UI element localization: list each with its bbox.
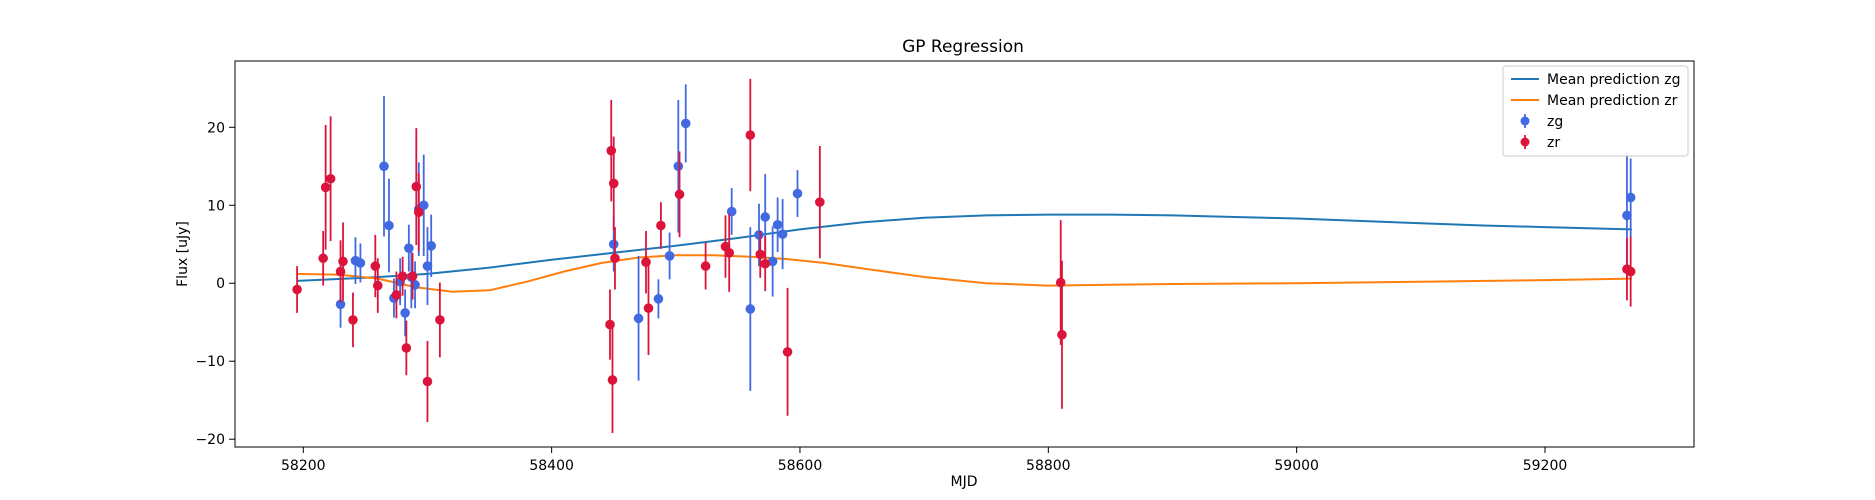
x-tick-label: 59000	[1274, 458, 1319, 474]
x-axis-label: MJD	[951, 474, 978, 490]
y-axis: −20 −10 0 10 20	[195, 120, 235, 448]
y-tick-label: −10	[195, 354, 225, 370]
data-point	[656, 220, 666, 231]
data-point	[724, 248, 734, 258]
legend-box	[1502, 65, 1689, 157]
data-point	[760, 258, 771, 269]
legend-marker-swatch	[1520, 137, 1530, 147]
data-point	[653, 294, 664, 304]
data-point	[792, 188, 803, 199]
series-line-mean-prediction-zg	[297, 213, 1632, 282]
data-point	[664, 251, 675, 261]
data-point	[292, 284, 302, 295]
data-point	[422, 261, 433, 271]
data-point	[610, 253, 620, 264]
legend-label: zr	[1547, 135, 1560, 151]
y-tick-label: 0	[216, 276, 225, 292]
data-point	[1622, 210, 1632, 221]
y-tick-label: 20	[207, 120, 225, 136]
data-point	[426, 241, 436, 251]
data-point	[680, 118, 691, 129]
y-tick-label: −20	[195, 432, 225, 448]
data-point	[372, 280, 383, 291]
x-axis: 58200 58400 58600 58800 59000 59200	[281, 447, 1567, 474]
x-tick-label: 58600	[778, 458, 823, 474]
data-point	[400, 308, 410, 318]
data-point	[407, 271, 418, 282]
data-point	[435, 315, 445, 325]
data-point	[1625, 266, 1636, 277]
data-point	[318, 253, 328, 264]
data-point	[782, 347, 793, 357]
chart-title: GP Regression	[902, 37, 1024, 57]
legend-label: Mean prediction zg	[1547, 72, 1681, 88]
data-point	[379, 161, 389, 172]
data-point	[335, 299, 346, 310]
data-points	[292, 78, 1636, 433]
data-point	[397, 271, 408, 282]
data-point	[1625, 192, 1636, 203]
legend-marker-swatch	[1520, 116, 1530, 126]
data-point	[1057, 329, 1067, 340]
data-point	[422, 376, 433, 387]
data-point	[767, 256, 778, 267]
data-point	[608, 178, 619, 189]
x-tick-label: 58800	[1026, 458, 1071, 474]
data-point	[384, 220, 394, 231]
data-point	[418, 200, 429, 211]
series-zr	[292, 78, 1636, 433]
data-point	[338, 256, 348, 267]
data-point	[1055, 277, 1066, 288]
data-point	[754, 230, 764, 240]
data-point	[777, 229, 788, 239]
data-point	[608, 239, 619, 250]
data-point	[815, 197, 825, 207]
plot-frame	[234, 60, 1695, 448]
data-point	[760, 212, 771, 222]
data-point	[755, 249, 766, 260]
legend-label: Mean prediction zr	[1547, 93, 1678, 109]
data-point	[674, 189, 685, 200]
data-point	[391, 290, 402, 300]
data-point	[772, 219, 783, 230]
data-point	[700, 261, 711, 271]
legend-label: zg	[1547, 114, 1563, 130]
data-point	[673, 161, 684, 172]
data-point	[745, 130, 756, 140]
data-point	[325, 173, 336, 184]
x-tick-label: 58400	[529, 458, 574, 474]
data-point	[355, 258, 366, 268]
data-point	[413, 207, 424, 218]
data-point	[320, 182, 331, 193]
data-point	[348, 315, 358, 325]
x-tick-label: 59200	[1523, 458, 1568, 474]
data-point	[745, 304, 756, 314]
data-point	[643, 303, 654, 313]
data-point	[401, 343, 412, 353]
y-tick-label: 10	[207, 198, 225, 214]
x-tick-label: 58200	[281, 458, 326, 474]
data-point	[607, 375, 618, 385]
data-point	[633, 313, 644, 324]
legend: Mean prediction zg Mean prediction zr zg zr	[1502, 65, 1689, 157]
y-axis-label: Flux [uJy]	[175, 221, 191, 287]
